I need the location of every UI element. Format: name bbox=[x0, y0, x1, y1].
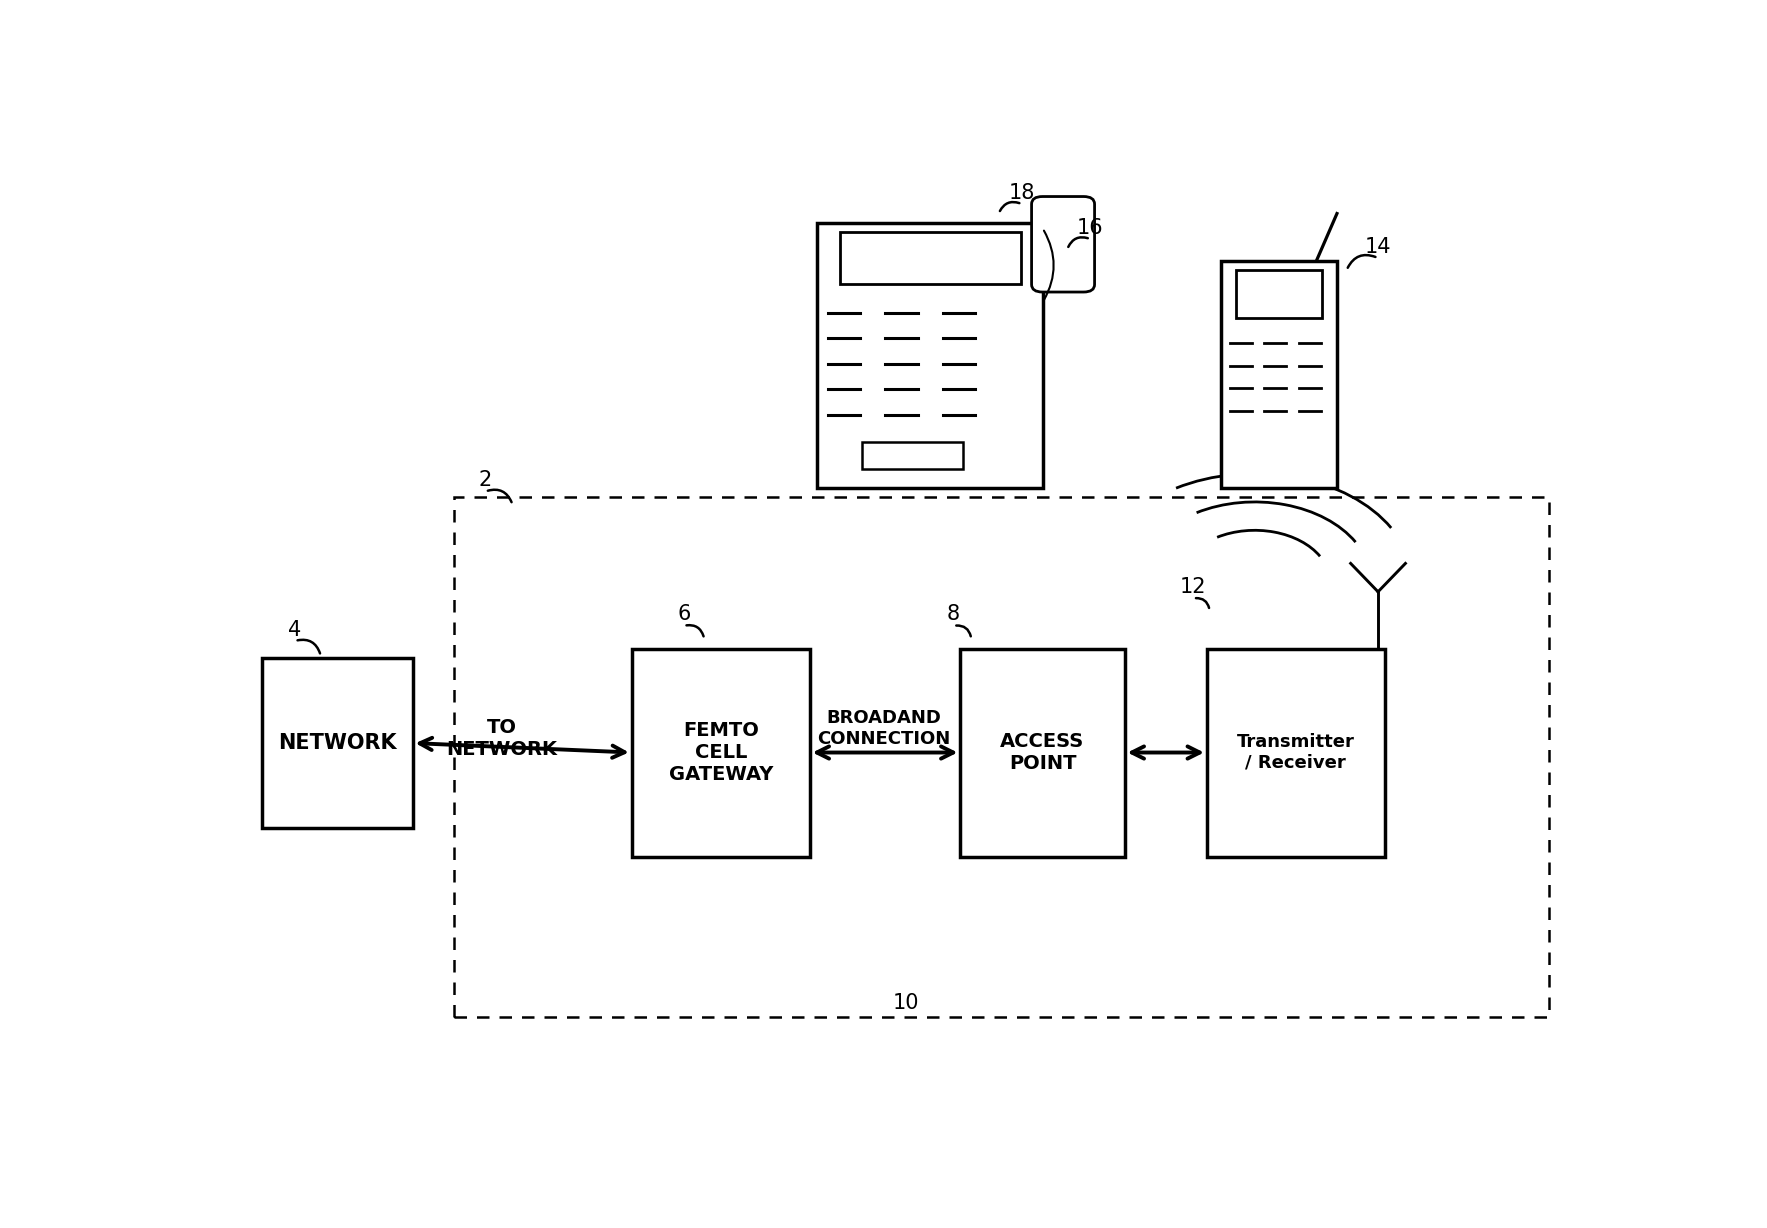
Text: 18: 18 bbox=[1009, 183, 1035, 203]
Text: BROADAND
CONNECTION: BROADAND CONNECTION bbox=[816, 710, 951, 748]
Bar bbox=[816, 223, 1043, 488]
Bar bbox=[862, 442, 963, 469]
Text: 6: 6 bbox=[677, 604, 691, 625]
Bar bbox=[839, 232, 1021, 285]
Bar bbox=[633, 648, 809, 857]
Text: 12: 12 bbox=[1180, 577, 1207, 597]
Text: Transmitter
/ Receiver: Transmitter / Receiver bbox=[1237, 733, 1355, 772]
Text: 2: 2 bbox=[479, 470, 491, 490]
Text: 16: 16 bbox=[1078, 217, 1104, 238]
Bar bbox=[454, 497, 1550, 1017]
Bar bbox=[1207, 648, 1385, 857]
Text: NETWORK: NETWORK bbox=[277, 733, 396, 753]
Text: 8: 8 bbox=[947, 604, 959, 625]
Text: TO
NETWORK: TO NETWORK bbox=[445, 718, 557, 759]
Text: ACCESS
POINT: ACCESS POINT bbox=[1000, 732, 1085, 772]
Bar bbox=[961, 648, 1126, 857]
Text: FEMTO
CELL
GATEWAY: FEMTO CELL GATEWAY bbox=[668, 721, 772, 783]
Bar bbox=[262, 658, 412, 828]
Bar bbox=[1221, 260, 1338, 488]
Bar bbox=[1235, 270, 1322, 318]
FancyBboxPatch shape bbox=[1032, 196, 1094, 292]
Text: 4: 4 bbox=[288, 620, 302, 640]
Text: 10: 10 bbox=[892, 993, 919, 1013]
Text: 14: 14 bbox=[1364, 237, 1391, 257]
